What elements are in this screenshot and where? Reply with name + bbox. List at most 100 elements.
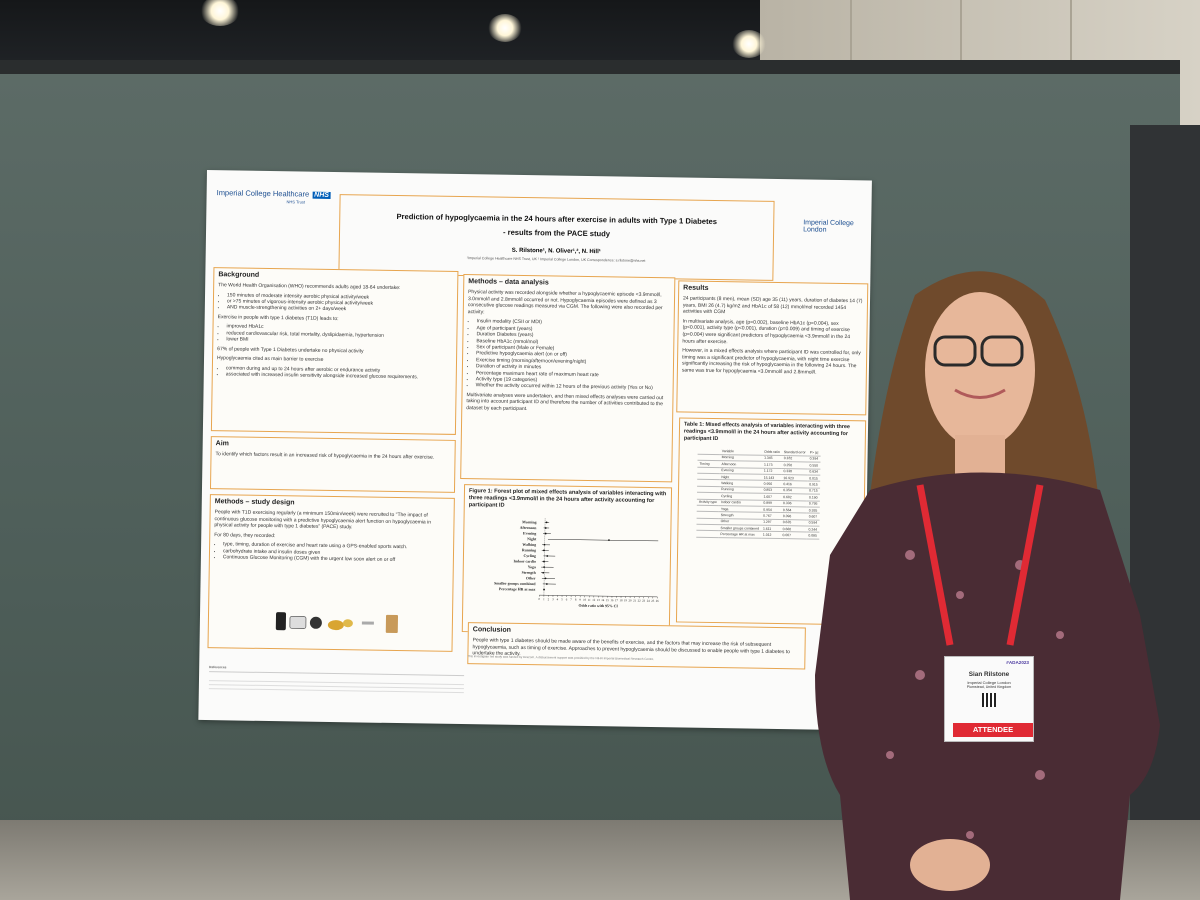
x-tick-label: 15 <box>606 598 610 602</box>
x-tick-label: 7 <box>570 598 572 602</box>
badge-location: Plumstead, United Kingdom <box>966 685 1012 689</box>
category-label: Smaller groups combined <box>494 581 536 586</box>
x-tick-label: 1 <box>543 597 545 601</box>
table-cell: Percentage HR at max <box>718 531 761 539</box>
badge-org: Imperial College London <box>967 680 1011 685</box>
x-axis-label: Odds ratio with 95% CI <box>579 604 619 609</box>
section-heading: Conclusion <box>472 626 511 634</box>
odds-ratio-point <box>544 532 547 535</box>
table-cell: 1.012 <box>760 531 781 539</box>
x-tick-label: 22 <box>638 599 642 603</box>
x-tick-label: 9 <box>579 598 581 602</box>
t1d-list: improved HbA1c reduced cardiovascular ri… <box>217 324 452 347</box>
pen-icon <box>361 621 374 625</box>
section-text: 67% of people with Type 1 Diabetes under… <box>217 345 364 355</box>
x-tick-label: 6 <box>566 597 568 601</box>
category-label: Evening <box>523 532 536 536</box>
category-label: Cycling <box>523 554 536 558</box>
odds-ratio-point <box>542 571 545 574</box>
group-cell <box>696 530 719 538</box>
odds-ratio-point <box>544 527 547 529</box>
aim-section: Aim To identify which factors result in … <box>209 436 456 493</box>
x-tick-label: 21 <box>633 599 637 603</box>
category-label: Yoga <box>528 565 536 569</box>
section-text: The World Health Organisation (WHO) reco… <box>218 282 401 292</box>
x-tick-label: 5 <box>561 597 563 601</box>
section-text: Hypoglycaemia cited as main barrier to e… <box>216 355 324 364</box>
category-label: Running <box>522 548 536 552</box>
x-tick-label: 0 <box>539 597 541 601</box>
x-tick-label: 11 <box>588 598 591 602</box>
odds-ratio-point <box>543 549 545 552</box>
research-poster: Imperial College Healthcare NHS NHS Trust… <box>198 170 872 731</box>
presenter-person <box>815 271 1160 900</box>
trust-label: NHS Trust <box>286 199 306 205</box>
category-label: Night <box>527 537 537 541</box>
logo-text: Imperial College Healthcare <box>216 188 310 199</box>
data-analysis-section: Methods – data analysis Physical activit… <box>460 274 676 483</box>
smile <box>954 388 1006 399</box>
odds-ratio-point <box>545 583 548 585</box>
lanyard <box>916 484 1044 646</box>
x-tick-label: 19 <box>624 598 628 602</box>
x-tick-label: 23 <box>642 599 646 603</box>
study-design-section: Methods – study design People with T1D e… <box>207 494 455 652</box>
phone-icon <box>275 612 287 631</box>
category-label: Percentage HR at max <box>499 587 536 592</box>
analysis-list: Insulin modality (CSII or MDI) Age of pa… <box>467 318 670 392</box>
odds-ratio-point <box>545 521 548 524</box>
food-icon <box>327 620 344 631</box>
x-tick-label: 18 <box>619 598 623 602</box>
sensor-icon <box>289 615 307 629</box>
food-icon <box>342 619 353 628</box>
imperial-healthcare-logo: Imperial College Healthcare NHS <box>217 188 331 199</box>
odds-ratio-point <box>543 566 546 569</box>
attendee-badge: #ADA2023 Sian Rilstone Imperial College … <box>944 656 1034 742</box>
x-tick-label: 13 <box>597 598 601 602</box>
badge-role: ATTENDEE <box>953 723 1033 737</box>
who-list: 150 minutes of moderate intensity aerobi… <box>218 292 453 315</box>
ceiling-light <box>200 0 240 26</box>
category-label: Other <box>526 576 536 580</box>
category-label: Indoor cardio <box>513 559 536 563</box>
ceiling-light <box>732 30 766 58</box>
ci-whisker <box>547 538 659 542</box>
x-tick-label: 4 <box>557 597 559 601</box>
x-tick-label: 26 <box>656 599 660 603</box>
odds-ratio-point <box>543 588 545 591</box>
odds-ratio-point <box>543 543 546 546</box>
design-list: type, timing, duration of exercise and h… <box>214 542 449 565</box>
hypo-list: common during and up to 24 hours after a… <box>217 365 452 382</box>
section-text: For 80 days, they recorded: <box>214 531 276 539</box>
section-text: Exercise in people with type 1 diabetes … <box>217 313 339 322</box>
category-label: Walking <box>522 543 536 547</box>
title-box: Prediction of hypoglycaemia in the 24 ho… <box>338 194 775 281</box>
odds-ratio-point <box>546 555 549 557</box>
badge-event: #ADA2023 <box>1006 660 1029 665</box>
x-tick-label: 14 <box>601 598 605 602</box>
x-tick-label: 17 <box>615 598 619 602</box>
watch-icon <box>309 616 322 629</box>
category-label: Strength <box>522 571 537 575</box>
section-heading: Methods – study design <box>214 498 295 507</box>
figure-caption: Figure 1: Forest plot of mixed effects a… <box>468 488 667 509</box>
odds-ratio-point <box>544 577 547 580</box>
x-tick-label: 24 <box>647 599 651 603</box>
reference-line <box>543 518 546 596</box>
x-tick-label: 10 <box>583 598 587 602</box>
notebook-icon <box>385 614 399 634</box>
figure-section: Figure 1: Forest plot of mixed effects a… <box>461 484 673 636</box>
section-text: Multivariate analyses were undertaken, a… <box>466 391 664 413</box>
glasses-left-lens <box>933 335 977 367</box>
section-heading: Aim <box>215 440 229 448</box>
x-tick-label: 25 <box>651 599 655 603</box>
imperial-college-logo: Imperial College London <box>803 219 854 234</box>
face <box>925 292 1035 448</box>
glasses-right-lens <box>980 335 1024 367</box>
references: References <box>208 665 465 696</box>
x-tick-label: 16 <box>610 598 614 602</box>
section-heading: Background <box>218 271 260 279</box>
section-text: People with T1D exercising regularly (a … <box>214 509 432 531</box>
ceiling-light <box>488 14 522 42</box>
